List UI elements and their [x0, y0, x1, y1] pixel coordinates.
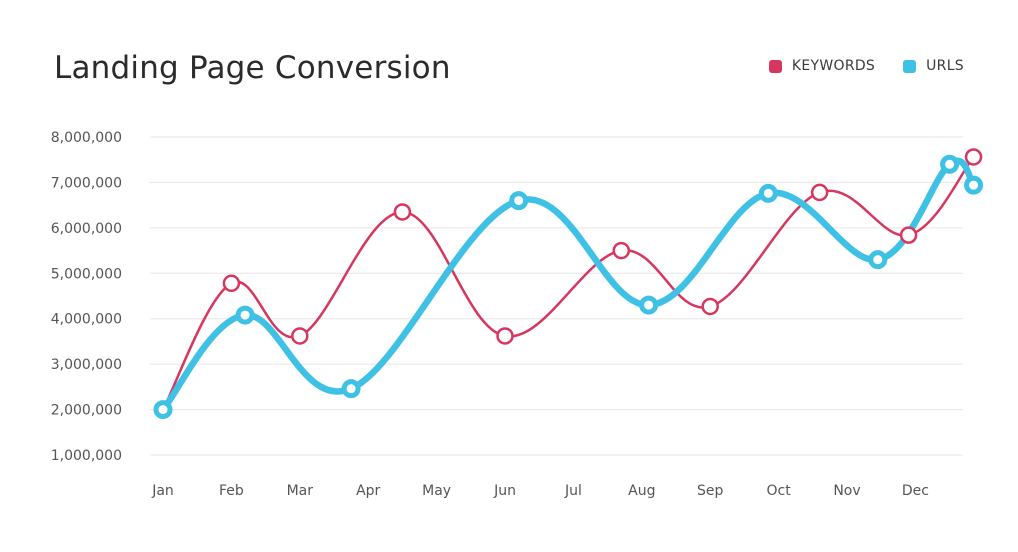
data-point-urls — [868, 250, 888, 270]
y-tick-label: 1,000,000 — [51, 448, 122, 464]
data-point-keywords — [496, 327, 514, 345]
x-tick-label: Mar — [287, 483, 314, 499]
data-point-urls — [509, 191, 529, 211]
y-tick-label: 2,000,000 — [51, 403, 122, 419]
data-point-urls — [341, 379, 361, 399]
y-tick-label: 7,000,000 — [51, 175, 122, 191]
data-point-urls — [758, 183, 778, 203]
x-tick-label: Feb — [219, 483, 244, 499]
data-point-keywords — [810, 183, 829, 202]
x-tick-label: Jul — [564, 483, 582, 499]
data-point-urls — [964, 175, 984, 195]
data-point-keywords — [393, 203, 412, 221]
x-tick-label: Dec — [902, 483, 929, 499]
legend-label-urls: URLS — [926, 58, 964, 74]
x-tick-label: Aug — [628, 483, 655, 499]
data-point-urls — [153, 400, 173, 420]
data-point-urls — [940, 154, 960, 174]
x-tick-label: Sep — [697, 483, 724, 499]
legend-swatch-keywords — [768, 59, 782, 73]
legend-label-keywords: KEYWORDS — [791, 58, 876, 74]
x-tick-label: Jun — [493, 483, 516, 499]
data-point-keywords — [964, 148, 983, 166]
legend-item-keywords[interactable]: KEYWORDS — [768, 58, 876, 74]
legend-item-urls[interactable]: URLS — [903, 58, 964, 74]
y-tick-label: 6,000,000 — [51, 221, 122, 237]
x-tick-label: May — [422, 483, 451, 499]
chart-title: Landing Page Conversion — [54, 50, 451, 86]
legend-swatch-urls — [903, 59, 917, 73]
series-line-urls — [159, 157, 977, 413]
y-tick-label: 5,000,000 — [51, 266, 122, 282]
chart-legend: KEYWORDS URLS — [768, 58, 964, 74]
data-point-keywords — [222, 274, 241, 293]
x-tick-label: Jan — [151, 483, 174, 499]
x-tick-label: Oct — [766, 483, 791, 499]
y-tick-label: 8,000,000 — [51, 130, 122, 146]
data-point-keywords — [701, 297, 719, 316]
y-tick-label: 4,000,000 — [51, 312, 122, 328]
data-point-urls — [639, 295, 659, 315]
y-tick-label: 3,000,000 — [51, 357, 122, 373]
x-tick-label: Apr — [356, 483, 380, 499]
data-point-urls — [235, 305, 255, 325]
x-tick-label: Nov — [833, 483, 860, 499]
data-point-keywords — [612, 241, 631, 260]
series-line-keywords — [161, 155, 975, 411]
data-point-keywords — [899, 226, 918, 244]
data-point-keywords — [291, 327, 309, 345]
